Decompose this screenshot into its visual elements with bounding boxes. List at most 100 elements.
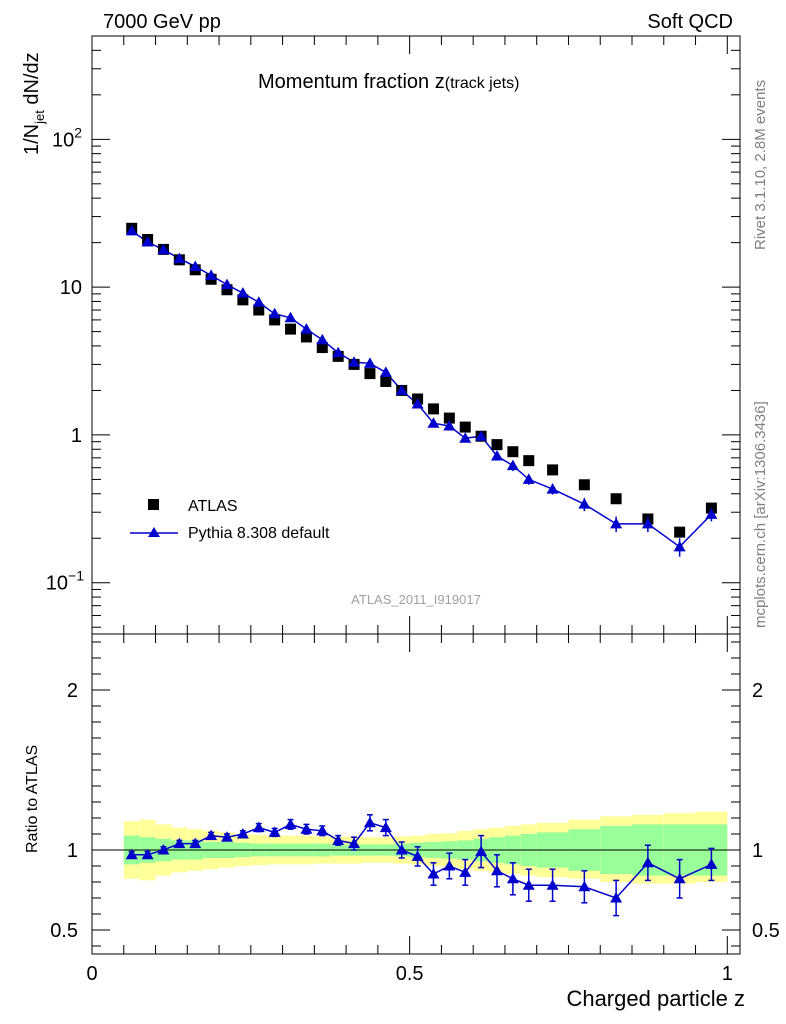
ratio-point (348, 837, 361, 849)
atlas-point (491, 439, 503, 451)
ratio-point (475, 845, 488, 857)
ratio-point (157, 844, 170, 855)
mc-point (475, 430, 488, 441)
atlas-point (285, 323, 297, 335)
ratio-point (332, 834, 345, 845)
mc-point (395, 384, 408, 395)
mc-point (705, 508, 718, 519)
atlas-point (380, 375, 392, 387)
mc-point (173, 252, 186, 264)
atlas-point (610, 493, 622, 505)
mc-point (316, 333, 329, 345)
mc-point (673, 540, 686, 552)
ratio-y-tick-label: 0.5 (50, 920, 78, 942)
ratio-point (578, 880, 591, 892)
mc-point (379, 366, 392, 377)
legend-atlas-label: ATLAS (188, 498, 238, 515)
mc-point (578, 498, 591, 509)
mc-point (363, 357, 376, 368)
ratio-x-tick-label: 1 (722, 963, 733, 985)
mc-point (189, 260, 202, 271)
main-y-tick-label: 1 (71, 425, 82, 447)
ratio-point (427, 868, 440, 879)
legend-mc-label: Pythia 8.308 default (188, 525, 330, 542)
ratio-point (125, 848, 138, 860)
mc-point (348, 356, 361, 367)
atlas-point (459, 421, 471, 433)
ratio-point (459, 866, 472, 877)
main-plot-frame (91, 35, 741, 635)
ratio-point (252, 821, 265, 833)
atlas-point (443, 412, 455, 424)
ratio-point (610, 892, 623, 903)
ratio-point (379, 821, 392, 833)
ratio-point (506, 872, 519, 884)
main-ylabel: 1/Njet dN/dz (21, 52, 47, 155)
atlas-point (237, 294, 249, 306)
ratio-point (221, 831, 233, 842)
legend: ATLAS Pythia 8.308 default (130, 498, 330, 542)
mc-point (427, 417, 440, 428)
ratio-point (443, 860, 456, 871)
ratio-axis-ticks: 0.5 0.5 1 1 2 2 0 0.5 1 (50, 634, 780, 985)
chart-title-sub: (track jets) (445, 75, 520, 92)
ratio-y-tick-label-right: 0.5 (752, 920, 780, 942)
chart-title: Momentum fraction z(track jets) (258, 71, 519, 93)
mc-point (221, 278, 233, 290)
ratio-point (641, 856, 654, 868)
mc-point (491, 450, 503, 461)
ratio-x-tick-label: 0 (86, 963, 97, 985)
mc-point (546, 483, 559, 494)
mc-point (459, 432, 472, 443)
ratio-point (236, 828, 249, 839)
main-data-marks (125, 222, 718, 557)
atlas-point (269, 314, 281, 326)
watermark: ATLAS_2011_I919017 (351, 592, 481, 607)
atlas-point (300, 331, 312, 343)
atlas-point (578, 479, 590, 491)
ratio-ylabel: Ratio to ATLAS (24, 745, 41, 853)
ratio-point (268, 826, 281, 837)
mc-point (236, 287, 249, 298)
ratio-data-marks (125, 814, 718, 917)
mc-point (443, 419, 456, 431)
atlas-point (507, 446, 519, 458)
mc-point (610, 517, 623, 529)
main-ylabel-sub: jet (32, 110, 47, 125)
main-ylabel-main: 1/N (21, 124, 43, 155)
mc-point (506, 459, 519, 471)
mc-point (157, 243, 170, 255)
ratio-point (673, 872, 686, 884)
ratio-point (141, 848, 154, 860)
ratio-y-tick-label: 2 (67, 680, 78, 702)
mc-point (252, 296, 265, 307)
main-axis-ticks: 10−1 1 10 102 (46, 35, 740, 634)
atlas-point (316, 342, 328, 354)
mc-point (522, 473, 535, 484)
side-text-bottom: mcplots.cern.ch [arXiv:1306.3436] (752, 401, 769, 628)
mc-point (205, 269, 218, 280)
ratio-point (395, 844, 408, 855)
legend-atlas-marker (148, 499, 159, 510)
main-ylabel-tail: dN/dz (21, 52, 43, 110)
mc-point (300, 323, 313, 334)
ratio-point (491, 864, 503, 876)
ratio-uncertainty-bands (92, 811, 740, 884)
header-left: 7000 GeV pp (103, 11, 221, 33)
atlas-point (674, 526, 686, 538)
ratio-y-tick-label: 1 (67, 840, 78, 862)
ratio-y-tick-label-right: 2 (752, 680, 763, 702)
atlas-point (547, 464, 559, 476)
x-axis-label: Charged particle z (566, 986, 745, 1011)
ratio-plot-frame (91, 633, 741, 955)
atlas-point (221, 284, 233, 296)
side-text-top: Rivet 3.1.10, 2.8M events (752, 80, 769, 250)
mc-point (332, 346, 345, 358)
chart-title-main: Momentum fraction z (258, 71, 445, 93)
main-y-tick-label: 102 (52, 124, 82, 151)
header-right: Soft QCD (647, 11, 733, 33)
ratio-point (300, 823, 313, 834)
ratio-point (411, 850, 424, 861)
mc-point (411, 397, 424, 409)
